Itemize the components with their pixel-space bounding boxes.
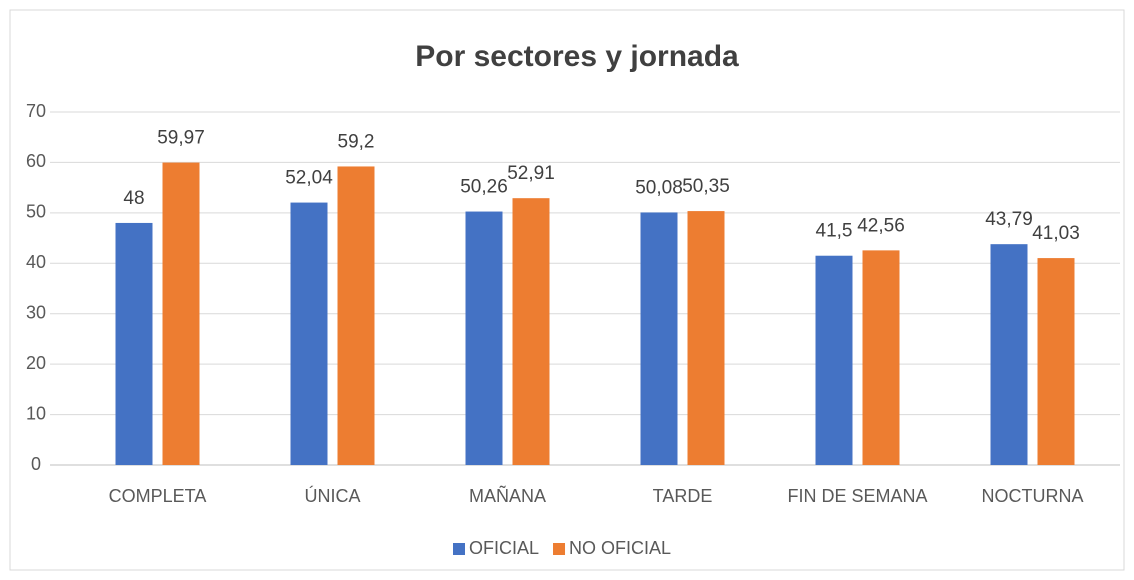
bar xyxy=(465,211,503,465)
data-label: 59,2 xyxy=(338,131,375,152)
y-tick-label: 20 xyxy=(26,353,46,373)
data-label: 50,26 xyxy=(460,177,508,198)
y-tick-label: 10 xyxy=(26,403,46,423)
bar xyxy=(337,166,375,465)
y-tick-label: 30 xyxy=(26,302,46,322)
y-tick-label: 70 xyxy=(26,101,46,121)
x-tick-label: TARDE xyxy=(653,486,713,506)
x-tick-label: NOCTURNA xyxy=(982,486,1084,506)
data-label: 41,03 xyxy=(1032,223,1080,244)
x-tick-label: MAÑANA xyxy=(469,485,546,506)
data-label: 42,56 xyxy=(857,215,905,236)
bar xyxy=(990,244,1028,465)
bar xyxy=(862,250,900,465)
data-label: 50,35 xyxy=(682,176,730,197)
y-tick-label: 40 xyxy=(26,252,46,272)
data-label: 52,04 xyxy=(285,168,333,189)
y-tick-label: 50 xyxy=(26,202,46,222)
bar xyxy=(162,162,200,465)
bar xyxy=(640,212,678,465)
bar xyxy=(512,198,550,465)
x-tick-label: COMPLETA xyxy=(109,486,207,506)
data-label: 43,79 xyxy=(985,209,1033,230)
bar xyxy=(290,202,328,466)
data-label: 48 xyxy=(123,188,144,209)
data-label: 59,97 xyxy=(157,128,205,149)
legend-swatch xyxy=(553,543,566,555)
bar xyxy=(1037,258,1075,465)
legend-swatch xyxy=(453,543,465,555)
data-label: 41,5 xyxy=(816,221,853,242)
y-tick-label: 0 xyxy=(31,454,41,474)
data-label: 52,91 xyxy=(507,163,555,184)
bar xyxy=(115,222,153,465)
x-tick-label: FIN DE SEMANA xyxy=(787,486,927,506)
chart-title: Por sectores y jornada xyxy=(415,40,739,73)
bar xyxy=(687,211,725,465)
bar xyxy=(815,255,853,465)
y-tick-label: 60 xyxy=(26,151,46,171)
x-tick-label: ÚNICA xyxy=(304,485,360,506)
legend-label: NO OFICIAL xyxy=(569,538,671,558)
data-label: 50,08 xyxy=(635,177,683,198)
legend-label: OFICIAL xyxy=(469,538,539,558)
